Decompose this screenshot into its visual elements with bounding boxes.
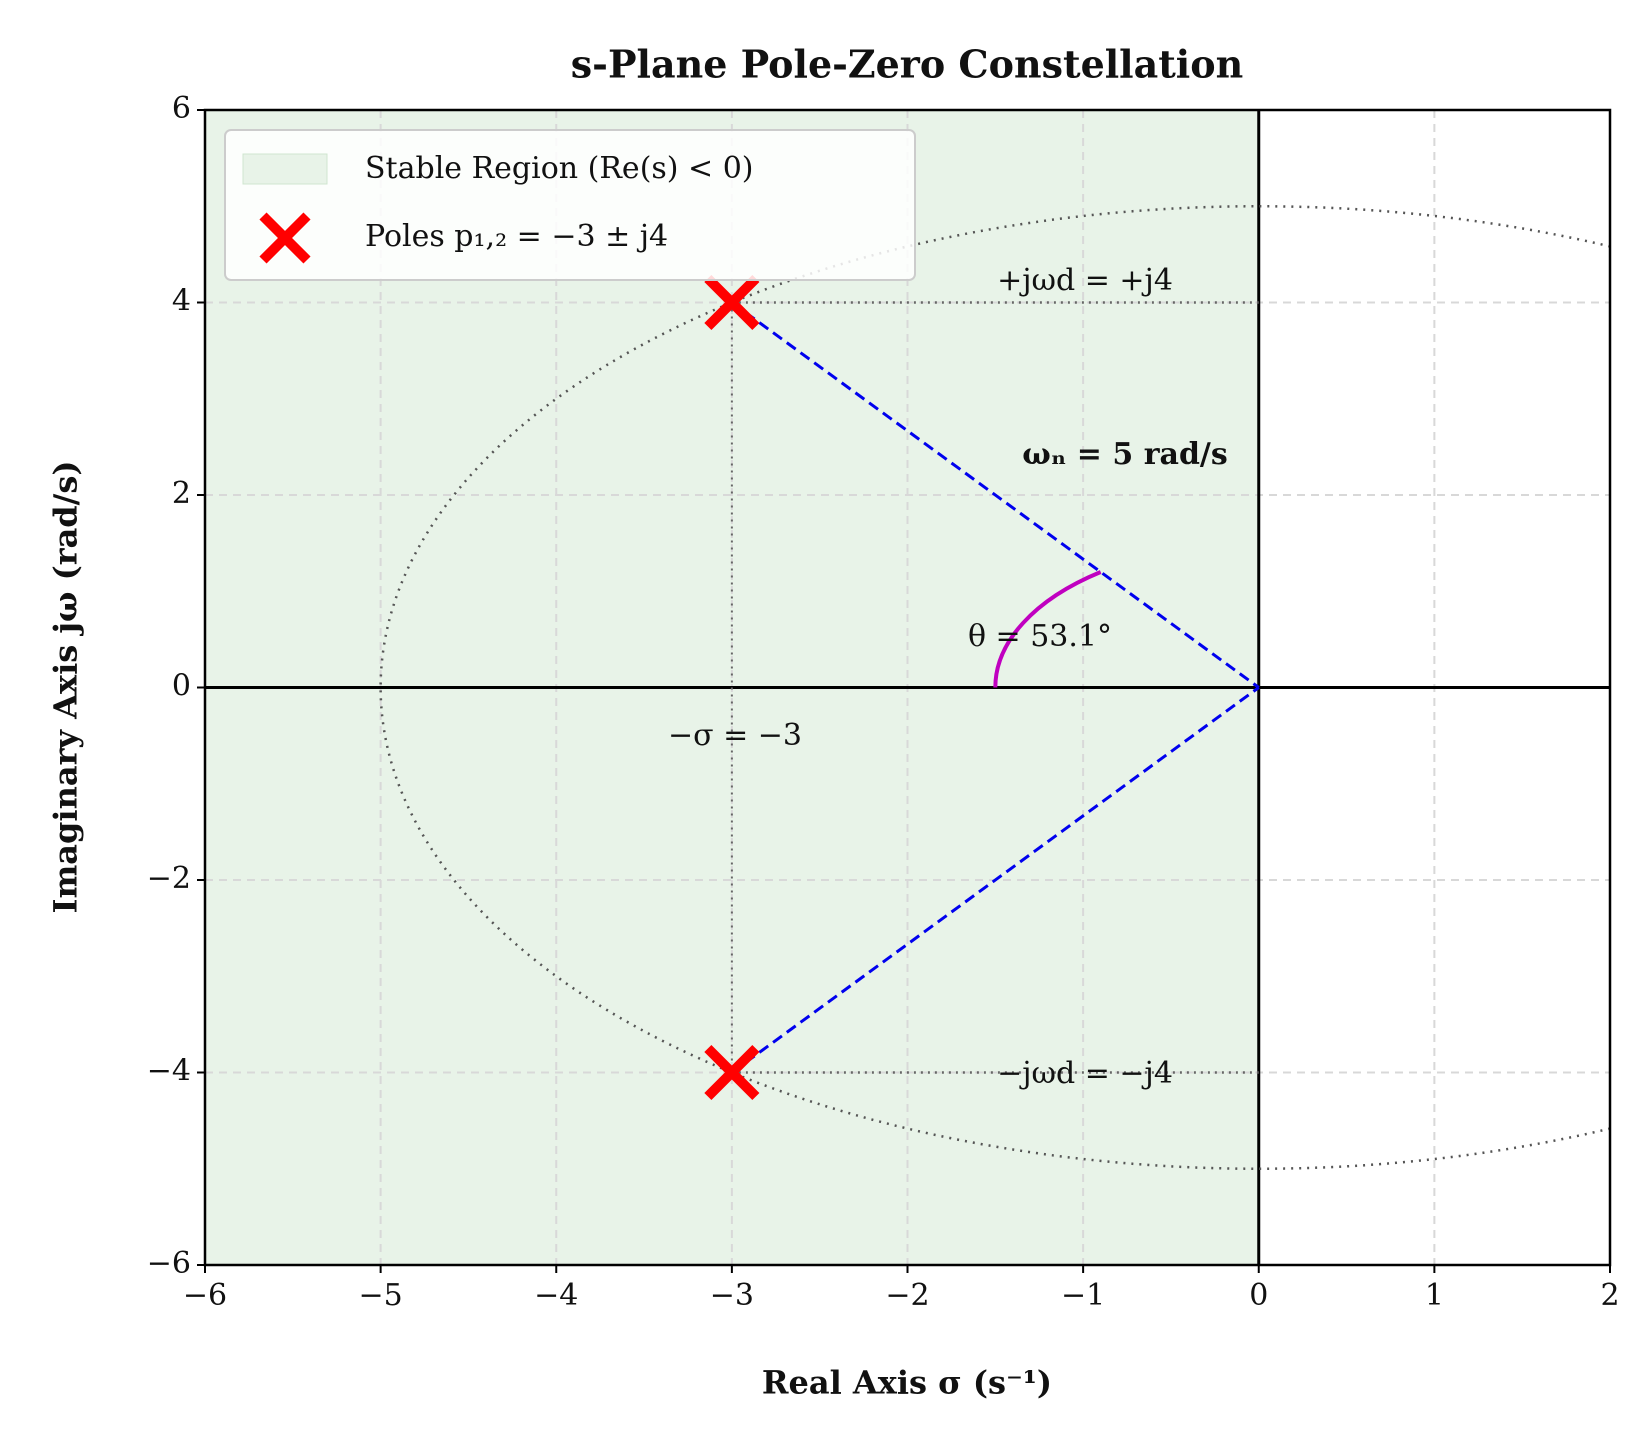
- x-tick-label: −5: [359, 1278, 403, 1313]
- y-tick-label: 2: [172, 476, 191, 511]
- legend-box: [224, 129, 916, 281]
- legend-swatch: [242, 153, 328, 185]
- y-tick-label: −6: [147, 1246, 191, 1281]
- annotation: −jωd = −j4: [997, 1056, 1173, 1091]
- y-tick-label: −4: [147, 1054, 191, 1089]
- y-tick-label: 0: [172, 669, 191, 704]
- pole-marker: [704, 1044, 760, 1101]
- x-axis-label: Real Axis σ (s⁻¹): [762, 1364, 1052, 1402]
- y-tick-label: 4: [172, 284, 191, 319]
- x-tick-label: −1: [1061, 1278, 1105, 1313]
- pole-marker: [704, 274, 760, 331]
- angle-arc: [993, 570, 1102, 688]
- x-tick-label: 1: [1425, 1278, 1444, 1313]
- y-tick-label: −2: [147, 861, 191, 896]
- plot-frame: [203, 108, 1612, 1267]
- x-tick-label: −4: [534, 1278, 578, 1313]
- annotation: ωₙ = 5 rad/s: [1022, 437, 1228, 472]
- x-tick-label: −3: [710, 1278, 754, 1313]
- pole-vector: [730, 301, 1260, 689]
- plot-area: [205, 110, 1610, 1265]
- y-tick-label: 6: [172, 91, 191, 126]
- chart-title: s-Plane Pole-Zero Constellation: [571, 42, 1243, 87]
- x-tick-label: −2: [885, 1278, 929, 1313]
- y-axis-label: Imaginary Axis jω (rad/s): [47, 460, 85, 913]
- legend-label: Poles p₁,₂ = −3 ± j4: [365, 219, 668, 254]
- x-tick-label: 2: [1600, 1278, 1619, 1313]
- legend-label: Stable Region (Re(s) < 0): [365, 151, 754, 186]
- annotation: +jωd = +j4: [997, 263, 1173, 298]
- annotation: −σ = −3: [668, 718, 802, 753]
- legend-marker: [259, 212, 311, 264]
- x-tick-label: −6: [183, 1278, 227, 1313]
- pole-vector: [730, 686, 1260, 1074]
- x-tick-label: 0: [1249, 1278, 1268, 1313]
- annotation: θ = 53.1°: [968, 619, 1112, 654]
